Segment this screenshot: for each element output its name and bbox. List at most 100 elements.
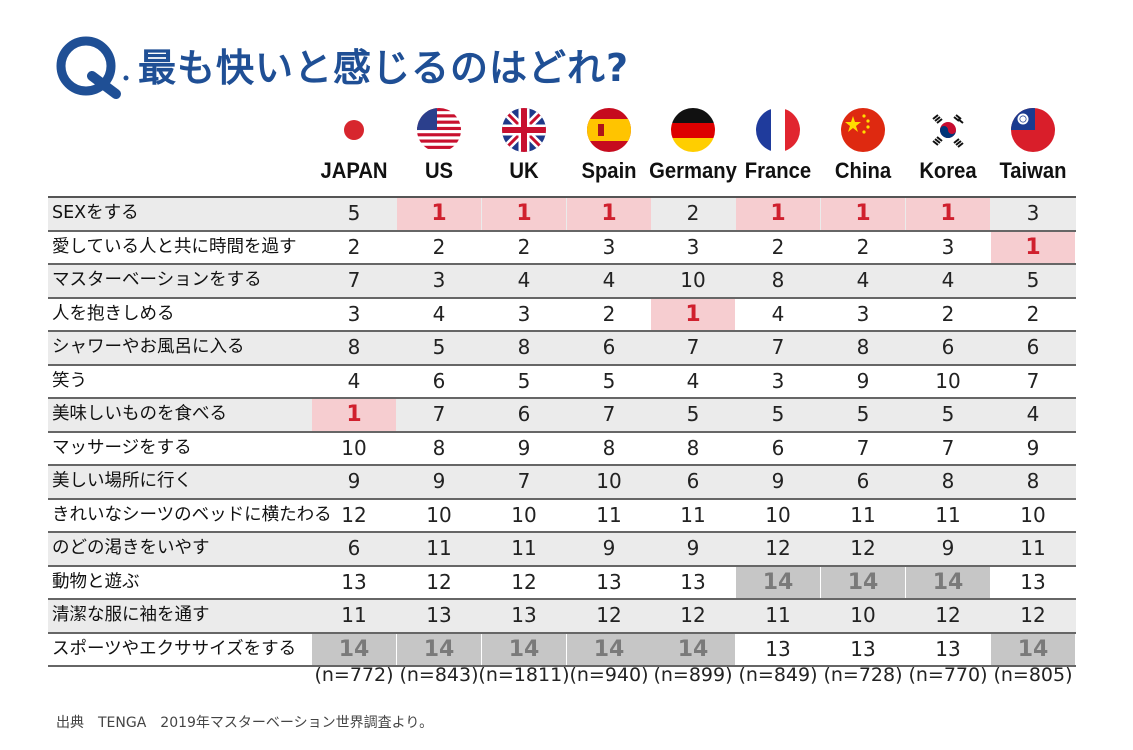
- rank-cell: 1: [482, 198, 566, 230]
- rank-cell: 5: [686, 402, 700, 426]
- china-flag-icon: [841, 108, 885, 152]
- rank-cell: 8: [1026, 469, 1040, 493]
- rank-cell: 14: [567, 633, 651, 665]
- rank-cell: 9: [771, 469, 785, 493]
- table-row: スポーツやエクササイズをする 14 14 14 14 14 13 13 13 14: [48, 633, 1076, 667]
- rank-cell: 7: [432, 402, 446, 426]
- rank-cell: 2: [1026, 301, 1040, 326]
- source-note: 出典 TENGA 2019年マスターベーション世界調査より。: [56, 715, 434, 731]
- table-row: きれいなシーツのベッドに横たわる 12 10 10 11 11 10 11 11 10: [48, 500, 1076, 533]
- rank-cell: 13: [765, 636, 791, 661]
- flag-row: [0, 108, 1133, 154]
- rank-cell: 9: [517, 435, 531, 460]
- rank-cell: 5: [1026, 268, 1040, 292]
- sample-size: (n=1811): [478, 664, 570, 686]
- rank-cell: 14: [821, 566, 905, 598]
- rank-cell: 5: [347, 201, 361, 225]
- sample-size: (n=770): [908, 664, 988, 686]
- rank-cell: 8: [941, 469, 955, 493]
- rank-cell: 4: [941, 268, 955, 292]
- rank-cell: 9: [941, 536, 955, 560]
- column-header: JAPAN: [320, 158, 388, 183]
- row-label: マスターベーションをする: [52, 270, 262, 290]
- row-label: マッサージをする: [52, 437, 192, 458]
- column-header: China: [834, 158, 892, 183]
- rank-cell: 3: [856, 301, 870, 326]
- rank-cell: 5: [856, 402, 870, 426]
- spain-flag-icon: [587, 108, 631, 152]
- rank-cell: 12: [596, 603, 622, 627]
- rank-cell: 4: [1026, 402, 1040, 426]
- table-row: のどの渇きをいやす 6 11 11 9 9 12 12 9 11: [48, 533, 1076, 567]
- rank-cell: 2: [517, 234, 531, 259]
- rank-cell: 1: [906, 198, 990, 230]
- table-row: 愛している人と共に時間を過す 2 2 2 3 3 2 2 3 1: [48, 231, 1076, 265]
- rank-cell: 11: [850, 502, 876, 527]
- rank-cell: 2: [432, 234, 446, 259]
- rank-cell: 12: [426, 569, 452, 594]
- row-label: 清潔な服に袖を通す: [52, 605, 210, 625]
- rank-cell: 11: [935, 502, 961, 527]
- rank-cell: 12: [511, 569, 537, 594]
- rank-cell: 13: [850, 636, 876, 661]
- rank-cell: 3: [686, 234, 700, 259]
- column-header: France: [744, 158, 812, 183]
- rank-cell: 12: [1020, 603, 1046, 627]
- rank-cell: 14: [312, 633, 396, 665]
- row-label: SEXをする: [52, 203, 139, 223]
- row-label: 動物と遊ぶ: [52, 571, 140, 592]
- row-label: 人を抱きしめる: [52, 303, 175, 324]
- rank-cell: 1: [397, 198, 481, 230]
- rank-cell: 7: [771, 335, 785, 359]
- title-row: 最も快いと感じるのはどれ?: [52, 28, 629, 108]
- rank-cell: 3: [771, 368, 785, 393]
- rank-cell: 2: [856, 234, 870, 259]
- rank-cell: 1: [991, 231, 1075, 263]
- row-label: 笑う: [52, 370, 87, 391]
- rank-cell: 9: [1026, 435, 1040, 460]
- rank-cell: 4: [686, 368, 700, 393]
- column-header: Korea: [919, 158, 977, 183]
- germany-flag-icon: [671, 108, 715, 152]
- rank-cell: 10: [935, 368, 961, 393]
- rank-cell: 14: [991, 633, 1075, 665]
- rank-cell: 4: [517, 268, 531, 292]
- rank-cell: 7: [941, 435, 955, 460]
- rank-cell: 1: [736, 198, 820, 230]
- sample-size: (n=940): [569, 664, 649, 686]
- france-flag-icon: [756, 108, 800, 152]
- row-label: 愛している人と共に時間を過す: [52, 236, 297, 257]
- rank-cell: 9: [856, 368, 870, 393]
- rank-cell: 9: [686, 536, 700, 560]
- page-title: 最も快いと感じるのはどれ?: [138, 45, 630, 90]
- column-header: UK: [509, 158, 539, 183]
- rank-cell: 10: [1020, 502, 1046, 527]
- rank-cell: 7: [1026, 368, 1040, 393]
- rank-cell: 6: [517, 402, 531, 426]
- rank-cell: 13: [1020, 569, 1046, 594]
- rank-cell: 7: [517, 469, 531, 493]
- rank-cell: 8: [347, 335, 361, 359]
- rank-cell: 6: [686, 469, 700, 493]
- row-label: スポーツやエクササイズをする: [52, 638, 297, 659]
- table-row: SEXをする 5 1 1 1 2 1 1 1 3: [48, 198, 1076, 232]
- row-label: 美味しいものを食べる: [52, 404, 227, 424]
- rank-cell: 12: [680, 603, 706, 627]
- sample-size: (n=899): [653, 664, 733, 686]
- rank-cell: 1: [567, 198, 651, 230]
- rank-cell: 12: [935, 603, 961, 627]
- rank-cell: 4: [856, 268, 870, 292]
- rank-cell: 8: [856, 335, 870, 359]
- rank-cell: 2: [347, 234, 361, 259]
- rank-cell: 8: [432, 435, 446, 460]
- rank-cell: 8: [517, 335, 531, 359]
- rank-cell: 13: [426, 603, 452, 627]
- rank-cell: 5: [941, 402, 955, 426]
- rank-cell: 13: [680, 569, 706, 594]
- rank-cell: 6: [602, 335, 616, 359]
- rank-cell: 6: [856, 469, 870, 493]
- rank-cell: 6: [771, 435, 785, 460]
- column-header: Taiwan: [999, 158, 1067, 183]
- column-header: Germany: [649, 158, 737, 183]
- table-row: 笑う 4 6 5 5 4 3 9 10 7: [48, 366, 1076, 399]
